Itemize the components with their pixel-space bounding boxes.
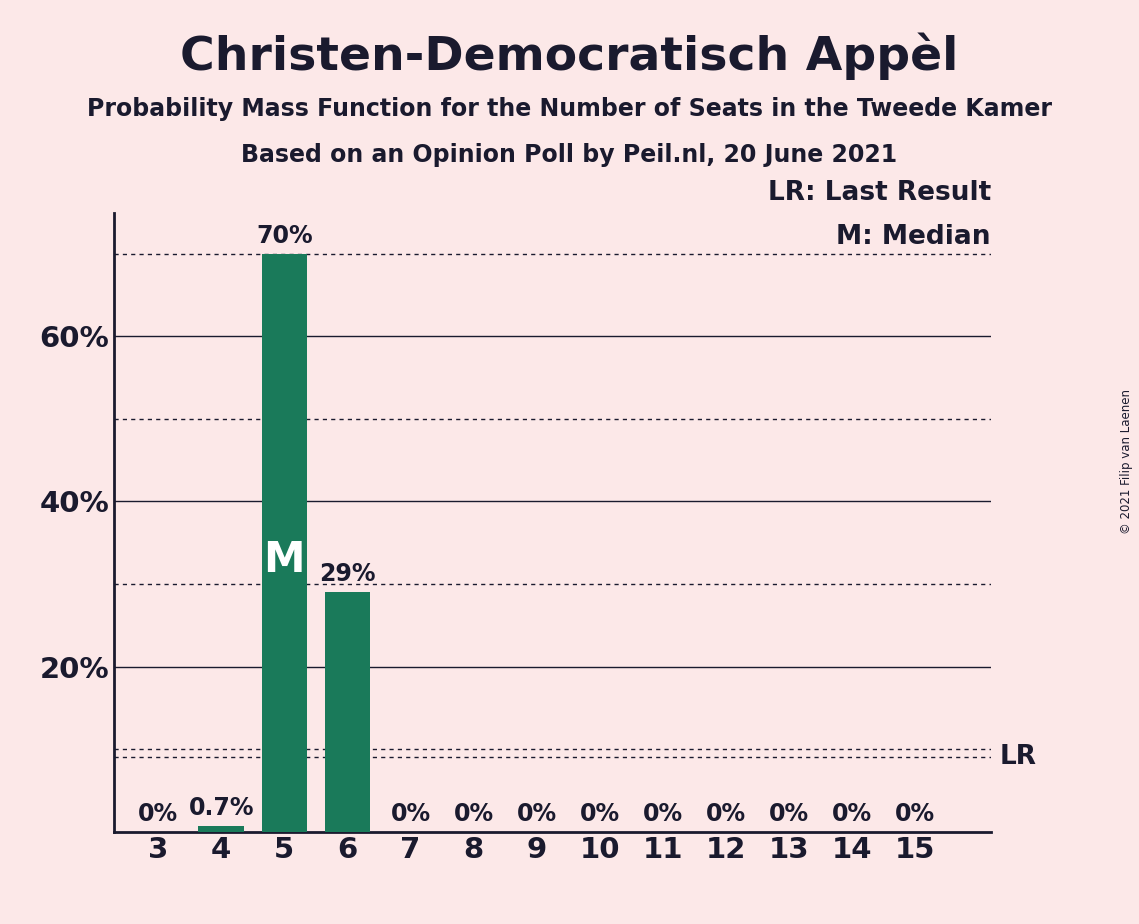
Text: 0%: 0% (642, 802, 683, 826)
Text: 0%: 0% (769, 802, 809, 826)
Text: 0%: 0% (706, 802, 746, 826)
Bar (325, 592, 370, 832)
Text: LR: LR (1000, 745, 1036, 771)
Text: M: M (263, 539, 305, 581)
Text: 0%: 0% (391, 802, 431, 826)
Text: M: Median: M: Median (836, 224, 991, 249)
Text: 70%: 70% (256, 224, 312, 248)
Text: Probability Mass Function for the Number of Seats in the Tweede Kamer: Probability Mass Function for the Number… (87, 97, 1052, 121)
Text: 0%: 0% (833, 802, 872, 826)
Text: 29%: 29% (319, 563, 376, 587)
Text: Christen-Democratisch Appèl: Christen-Democratisch Appèl (180, 32, 959, 79)
Bar (262, 254, 308, 832)
Bar (198, 826, 244, 832)
Text: 0%: 0% (138, 802, 178, 826)
Text: 0%: 0% (453, 802, 493, 826)
Text: 0.7%: 0.7% (188, 796, 254, 820)
Text: © 2021 Filip van Laenen: © 2021 Filip van Laenen (1121, 390, 1133, 534)
Text: 0%: 0% (580, 802, 620, 826)
Text: Based on an Opinion Poll by Peil.nl, 20 June 2021: Based on an Opinion Poll by Peil.nl, 20 … (241, 143, 898, 167)
Text: 0%: 0% (895, 802, 935, 826)
Text: LR: Last Result: LR: Last Result (768, 180, 991, 206)
Text: 0%: 0% (517, 802, 557, 826)
